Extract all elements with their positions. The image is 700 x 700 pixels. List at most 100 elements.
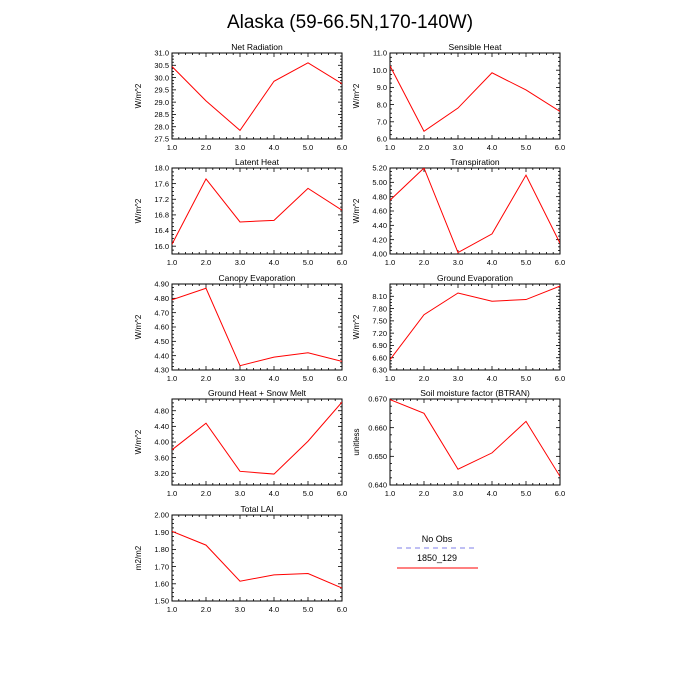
y-tick-label: 4.20 [372,235,387,244]
panel-2: Latent Heat 1.0 2.0 3.0 4.0 5.0 6.0 16.0 16.4 16.… [134,157,347,267]
plot-frame [171,167,343,255]
y-tick-label: 1.80 [154,545,169,554]
panel-title: Soil moisture factor (BTRAN) [420,388,530,398]
x-tick-label: 6.0 [337,605,347,614]
y-axis-label: unitless [352,428,361,455]
x-tick-label: 4.0 [269,605,279,614]
y-tick-label: 27.5 [154,135,169,144]
x-tick-label: 3.0 [235,258,245,267]
x-tick-label: 1.0 [167,489,177,498]
x-tick-label: 5.0 [521,374,531,383]
y-tick-label: 0.640 [368,481,387,490]
x-tick-label: 6.0 [337,258,347,267]
series-line [390,65,560,132]
y-tick-label: 4.40 [154,351,169,360]
y-tick-label: 4.80 [154,294,169,303]
plot-frame [389,167,561,255]
y-tick-label: 4.80 [154,406,169,415]
x-tick-label: 6.0 [555,489,565,498]
plot-frame [171,398,343,486]
y-tick-label: 4.50 [154,337,169,346]
y-tick-label: 17.2 [154,195,169,204]
y-tick-label: 29.0 [154,98,169,107]
y-tick-label: 4.80 [372,192,387,201]
x-tick-label: 3.0 [453,143,463,152]
series-line [172,62,342,132]
plot-frame [389,398,561,486]
y-tick-label: 28.0 [154,122,169,131]
y-tick-label: 5.00 [372,178,387,187]
x-tick-label: 1.0 [385,489,395,498]
y-tick-label: 4.70 [154,308,169,317]
y-tick-label: 0.660 [368,423,387,432]
y-tick-label: 1.50 [154,597,169,606]
y-axis-label: W/m^2 [352,198,361,223]
y-tick-label: 6.90 [372,341,387,350]
y-tick-label: 4.40 [154,422,169,431]
x-tick-label: 1.0 [167,605,177,614]
panel-0: Net Radiation 1.0 2.0 3.0 4.0 5.0 6.0 27.5 28.0 2… [134,42,347,152]
x-tick-label: 6.0 [555,374,565,383]
x-tick-label: 6.0 [555,258,565,267]
y-tick-label: 30.5 [154,61,169,70]
x-tick-label: 5.0 [521,489,531,498]
panel-title: Sensible Heat [449,42,503,52]
y-tick-label: 0.670 [368,395,387,404]
x-tick-label: 4.0 [487,258,497,267]
y-tick-label: 18.0 [154,164,169,173]
panel-6: Ground Heat + Snow Melt 1.0 2.0 3.0 4.0 5.0 6.… [134,388,347,498]
series-line [390,285,560,361]
y-tick-label: 7.80 [372,304,387,313]
y-axis-label: m2/m2 [134,545,143,570]
x-tick-label: 2.0 [201,605,211,614]
panel-title: Net Radiation [231,42,283,52]
x-tick-label: 3.0 [235,143,245,152]
series-line [390,399,560,477]
x-tick-label: 6.0 [337,489,347,498]
y-tick-label: 16.4 [154,226,169,235]
panel-7: Soil moisture factor (BTRAN) 1.0 2.0 3.0 4.0… [352,388,565,498]
x-tick-label: 5.0 [303,605,313,614]
y-tick-label: 16.8 [154,211,169,220]
y-tick-label: 4.60 [154,323,169,332]
x-tick-label: 5.0 [303,489,313,498]
y-tick-label: 8.10 [372,292,387,301]
x-tick-label: 4.0 [269,489,279,498]
y-axis-label: W/m^2 [352,83,361,108]
series-line [172,401,342,475]
series-line [390,168,560,254]
x-tick-label: 3.0 [453,374,463,383]
y-tick-label: 7.50 [372,317,387,326]
panel-3: Transpiration 1.0 2.0 3.0 4.0 5.0 6.0 4.00 4.20 4… [352,157,565,267]
x-tick-label: 3.0 [453,258,463,267]
y-tick-label: 11.0 [373,49,387,58]
legend-label-model: 1850_129 [417,553,457,563]
plot-frame [171,283,343,371]
x-tick-label: 3.0 [235,489,245,498]
series-line [172,178,342,245]
y-tick-label: 4.00 [372,250,387,259]
x-tick-label: 1.0 [385,258,395,267]
x-tick-label: 2.0 [201,489,211,498]
x-tick-label: 1.0 [167,258,177,267]
panel-title: Latent Heat [235,157,280,167]
y-tick-label: 1.70 [154,562,169,571]
y-tick-label: 4.90 [154,280,169,289]
panel-title: Canopy Evaporation [218,273,295,283]
y-tick-label: 4.30 [154,366,169,375]
x-tick-label: 2.0 [419,143,429,152]
y-tick-label: 29.5 [154,86,169,95]
y-tick-label: 10.0 [372,66,387,75]
x-tick-label: 6.0 [337,374,347,383]
panels-group: Net Radiation 1.0 2.0 3.0 4.0 5.0 6.0 27.5 28.0 2… [134,42,565,614]
y-tick-label: 30.0 [154,73,169,82]
series-line [172,287,342,367]
x-tick-label: 4.0 [487,489,497,498]
x-tick-label: 2.0 [201,258,211,267]
y-tick-label: 8.0 [377,100,387,109]
y-tick-label: 4.40 [372,221,387,230]
y-tick-label: 4.00 [154,438,169,447]
y-tick-label: 0.650 [368,452,387,461]
y-tick-label: 3.20 [154,469,169,478]
y-tick-label: 7.0 [377,118,387,127]
